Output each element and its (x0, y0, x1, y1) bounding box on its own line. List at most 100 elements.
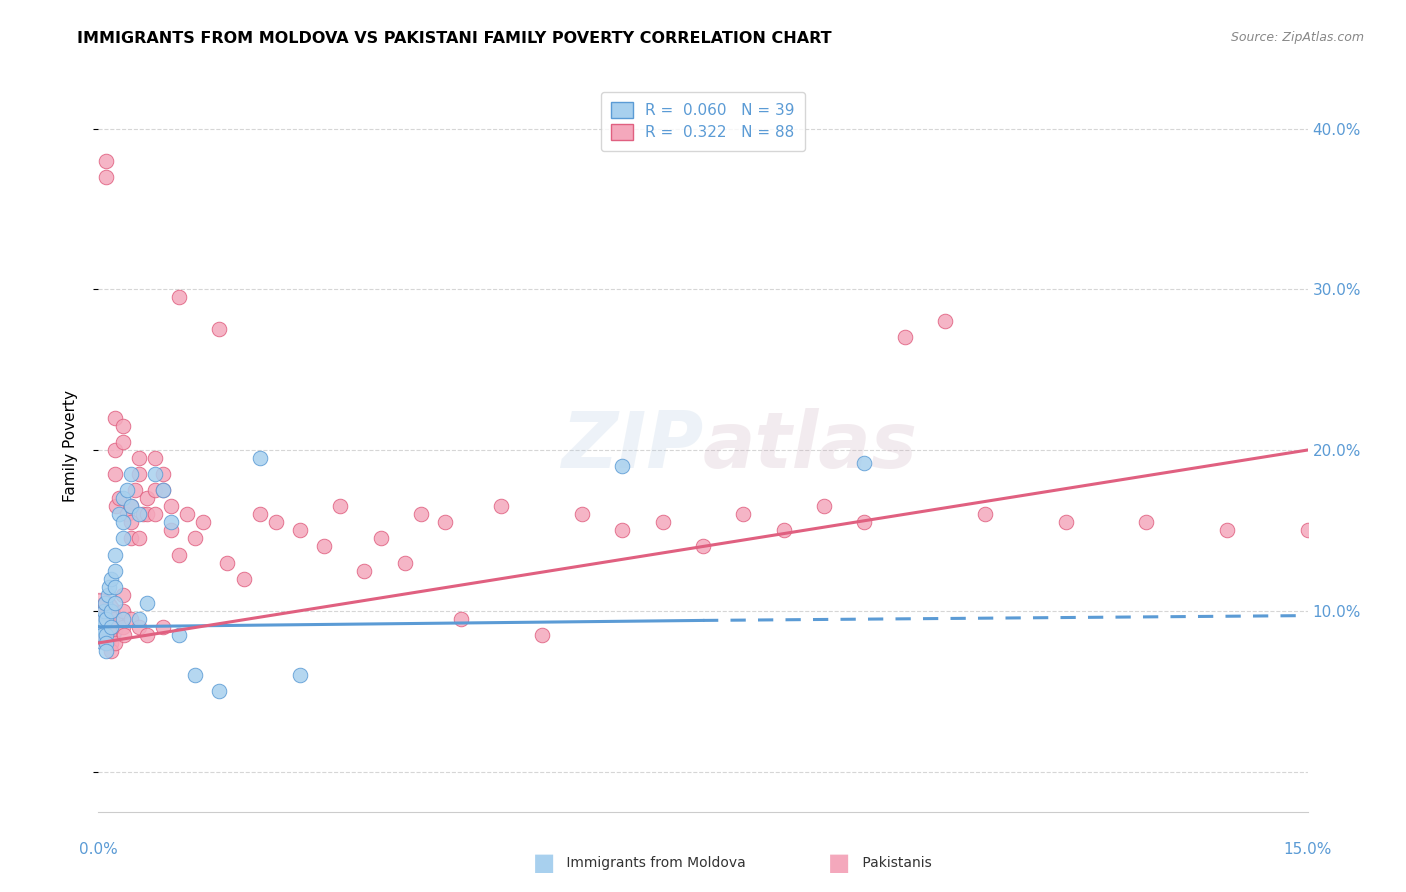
Point (571, 508, 593, 522)
Point (249, 451, 271, 466)
Point (1216, 524, 1239, 538)
Point (100, 604, 122, 618)
Point (111, 434, 134, 449)
Point (93, 604, 115, 618)
Point (772, 524, 794, 538)
Point (135, 596, 157, 610)
Point (100, 620, 122, 634)
Point (491, 500, 513, 514)
Point (217, 556, 239, 570)
Point (96, 612, 118, 626)
Point (450, 612, 472, 626)
Point (111, 516, 134, 530)
Point (97, 620, 120, 634)
Point (97, 580, 120, 594)
Text: IMMIGRANTS FROM MOLDOVA VS PAKISTANI FAMILY POVERTY CORRELATION CHART: IMMIGRANTS FROM MOLDOVA VS PAKISTANI FAM… (77, 31, 832, 46)
Point (135, 628, 157, 642)
Point (103, 612, 125, 626)
Point (167, 290, 190, 304)
Point (94, 596, 117, 610)
Point (111, 612, 134, 626)
Point (120, 532, 142, 546)
Point (184, 668, 207, 682)
Point (103, 636, 125, 650)
Point (120, 612, 142, 626)
Point (692, 540, 714, 554)
Point (249, 508, 271, 522)
Point (152, 483, 174, 498)
Point (160, 516, 183, 530)
Point (91, 628, 114, 642)
Point (91, 612, 114, 626)
Text: 0.0%: 0.0% (79, 842, 118, 857)
Point (94, 596, 117, 610)
Point (143, 508, 166, 522)
Point (128, 612, 150, 626)
Point (96, 636, 118, 650)
Point (288, 668, 311, 682)
Point (232, 572, 254, 586)
Point (124, 483, 146, 498)
Point (111, 491, 134, 506)
Point (115, 483, 138, 498)
Point (107, 491, 129, 506)
Legend: R =  0.060   N = 39, R =  0.322   N = 88: R = 0.060 N = 39, R = 0.322 N = 88 (600, 92, 806, 151)
Text: Immigrants from Moldova: Immigrants from Moldova (562, 856, 747, 871)
Point (167, 628, 190, 642)
Point (329, 500, 352, 514)
Point (143, 451, 166, 466)
Text: atlas: atlas (703, 408, 918, 484)
Point (394, 556, 416, 570)
Point (90, 620, 112, 634)
Point (1135, 516, 1157, 530)
Point (152, 620, 174, 634)
Point (107, 508, 129, 522)
Point (434, 516, 457, 530)
Point (97, 628, 120, 642)
Point (120, 467, 142, 482)
Point (111, 418, 134, 433)
Point (152, 467, 174, 482)
Point (974, 508, 997, 522)
Point (288, 524, 311, 538)
Text: Pakistanis: Pakistanis (858, 856, 931, 871)
Point (103, 467, 125, 482)
Point (128, 508, 150, 522)
Point (89, 616, 111, 631)
Point (208, 684, 231, 698)
Point (96, 169, 118, 184)
Point (105, 500, 128, 514)
Point (91, 628, 114, 642)
Point (90, 620, 112, 634)
Point (91, 612, 114, 626)
Point (103, 580, 125, 594)
Point (93, 604, 115, 618)
Point (160, 500, 183, 514)
Point (111, 604, 134, 618)
Point (176, 508, 198, 522)
Text: 15.0%: 15.0% (1284, 842, 1331, 857)
Point (128, 532, 150, 546)
Point (143, 483, 166, 498)
Point (1296, 524, 1319, 538)
Point (135, 508, 157, 522)
Point (651, 516, 673, 530)
Point (96, 612, 118, 626)
Point (853, 516, 876, 530)
Point (353, 564, 375, 578)
Point (1054, 516, 1077, 530)
Point (96, 153, 118, 168)
Point (96, 628, 118, 642)
Point (115, 508, 138, 522)
Point (103, 443, 125, 458)
Point (733, 508, 755, 522)
Point (370, 532, 392, 546)
Text: ■: ■ (533, 852, 555, 875)
Point (100, 620, 122, 634)
Point (143, 467, 166, 482)
Point (103, 548, 125, 562)
Text: ■: ■ (828, 852, 851, 875)
Point (813, 500, 835, 514)
Point (103, 596, 125, 610)
Point (612, 524, 634, 538)
